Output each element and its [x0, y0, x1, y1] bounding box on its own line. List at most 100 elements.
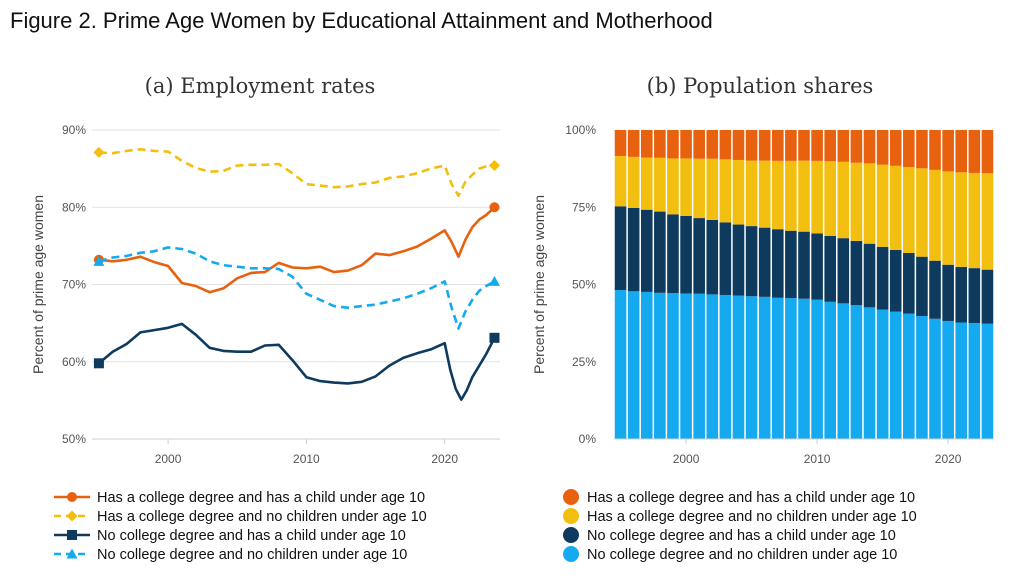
bar-segment-has-a-college-degree-and-has-a-child-under-age-10 [863, 130, 876, 164]
y-axis-label: Percent of prime age women [30, 195, 46, 374]
bar-segment-no-college-degree-and-no-children-under-age-10 [955, 322, 968, 439]
bar-segment-no-college-degree-and-no-children-under-age-10 [680, 293, 692, 439]
bar-segment-no-college-degree-and-has-a-child-under-age-10 [981, 269, 994, 324]
bar-segment-no-college-degree-and-no-children-under-age-10 [654, 292, 666, 439]
bar-segment-has-a-college-degree-and-has-a-child-under-age-10 [614, 130, 627, 156]
x-tick-label: 2010 [804, 452, 831, 466]
bar-segment-no-college-degree-and-no-children-under-age-10 [968, 323, 981, 440]
bar-segment-has-a-college-degree-and-has-a-child-under-age-10 [824, 130, 837, 162]
bar-segment-no-college-degree-and-no-children-under-age-10 [732, 295, 745, 439]
series-line-has-a-college-degree-and-has-a-child-under-age-10 [98, 206, 496, 294]
bar-segment-no-college-degree-and-no-children-under-age-10 [785, 298, 797, 439]
bar-segment-has-a-college-degree-and-has-a-child-under-age-10 [680, 130, 692, 159]
x-tick-label: 2010 [293, 452, 320, 466]
bar-segment-has-a-college-degree-and-no-children-under-age-10 [837, 161, 850, 239]
bar-segment-has-a-college-degree-and-no-children-under-age-10 [732, 159, 745, 225]
bar-segment-has-a-college-degree-and-has-a-child-under-age-10 [837, 130, 850, 162]
bar-segment-has-a-college-degree-and-no-children-under-age-10 [811, 160, 823, 234]
y-tick-label: 70% [62, 278, 86, 292]
bar-segment-has-a-college-degree-and-has-a-child-under-age-10 [798, 130, 810, 161]
bar-segment-no-college-degree-and-no-children-under-age-10 [903, 313, 915, 439]
bar-segment-no-college-degree-and-has-a-child-under-age-10 [850, 240, 863, 306]
legend-marker-diamond [66, 510, 78, 522]
series-end-marker [489, 202, 500, 213]
bar-segment-no-college-degree-and-no-children-under-age-10 [771, 297, 784, 439]
y-tick-label: 25% [572, 355, 596, 369]
bar-segment-has-a-college-degree-and-no-children-under-age-10 [942, 171, 954, 265]
legend-marker-triangle [66, 548, 78, 559]
y-tick-label: 90% [62, 123, 86, 137]
bar-segment-no-college-degree-and-no-children-under-age-10 [627, 291, 640, 439]
bar-segment-has-a-college-degree-and-has-a-child-under-age-10 [758, 130, 771, 161]
bar-segment-has-a-college-degree-and-has-a-child-under-age-10 [732, 130, 745, 160]
y-tick-label: 50% [62, 432, 86, 446]
bar-segment-no-college-degree-and-no-children-under-age-10 [614, 290, 627, 439]
bar-segment-has-a-college-degree-and-no-children-under-age-10 [785, 160, 797, 231]
y-tick-label: 0% [579, 432, 597, 446]
legend-label: Has a college degree and no children und… [97, 509, 427, 525]
legend-swatch [563, 489, 579, 505]
bar-segment-has-a-college-degree-and-has-a-child-under-age-10 [654, 130, 666, 158]
figure-title: Figure 2. Prime Age Women by Educational… [10, 8, 713, 33]
bar-segment-no-college-degree-and-no-children-under-age-10 [706, 294, 719, 439]
bar-segment-no-college-degree-and-no-children-under-age-10 [837, 303, 850, 439]
legend-label: Has a college degree and no children und… [587, 509, 917, 525]
bar-segment-has-a-college-degree-and-no-children-under-age-10 [680, 158, 692, 216]
bar-segment-no-college-degree-and-has-a-child-under-age-10 [876, 246, 889, 310]
bar-segment-no-college-degree-and-no-children-under-age-10 [693, 293, 705, 439]
bar-segment-has-a-college-degree-and-no-children-under-age-10 [758, 160, 771, 228]
bar-segment-has-a-college-degree-and-has-a-child-under-age-10 [771, 130, 784, 161]
bar-segment-no-college-degree-and-has-a-child-under-age-10 [667, 214, 679, 294]
bar-segment-has-a-college-degree-and-no-children-under-age-10 [627, 156, 640, 208]
legend-swatch [563, 508, 579, 524]
bar-segment-has-a-college-degree-and-no-children-under-age-10 [981, 173, 994, 270]
bar-segment-has-a-college-degree-and-no-children-under-age-10 [745, 160, 758, 227]
legend-marker-square [67, 530, 77, 540]
bar-segment-no-college-degree-and-no-children-under-age-10 [876, 309, 889, 439]
bar-segment-no-college-degree-and-no-children-under-age-10 [758, 296, 771, 439]
bar-segment-no-college-degree-and-has-a-child-under-age-10 [785, 230, 797, 299]
bar-segment-has-a-college-degree-and-has-a-child-under-age-10 [916, 130, 928, 169]
legend-label: No college degree and no children under … [587, 547, 897, 563]
bar-segment-no-college-degree-and-has-a-child-under-age-10 [903, 252, 915, 314]
series-line-no-college-degree-and-no-children-under-age-10 [98, 246, 496, 330]
bar-segment-has-a-college-degree-and-has-a-child-under-age-10 [719, 130, 732, 160]
series-end-marker [488, 160, 500, 172]
bar-segment-no-college-degree-and-has-a-child-under-age-10 [771, 229, 784, 298]
panel-b-title: (b) Population shares [647, 74, 874, 98]
bar-segment-has-a-college-degree-and-no-children-under-age-10 [916, 168, 928, 257]
panel-a-title: (a) Employment rates [145, 74, 376, 98]
series-end-marker [489, 332, 500, 343]
y-tick-label: 60% [62, 355, 86, 369]
series-line-has-a-college-degree-and-no-children-under-age-10 [98, 148, 495, 197]
x-tick-label: 2000 [155, 452, 182, 466]
bar-segment-has-a-college-degree-and-has-a-child-under-age-10 [968, 130, 981, 173]
bar-segment-has-a-college-degree-and-has-a-child-under-age-10 [942, 130, 954, 172]
y-tick-label: 80% [62, 200, 86, 214]
x-tick-label: 2000 [673, 452, 700, 466]
series-end-marker [488, 275, 500, 286]
bar-segment-has-a-college-degree-and-has-a-child-under-age-10 [667, 130, 679, 159]
bar-segment-has-a-college-degree-and-no-children-under-age-10 [640, 157, 653, 210]
bar-segment-has-a-college-degree-and-has-a-child-under-age-10 [785, 130, 797, 161]
bar-segment-no-college-degree-and-has-a-child-under-age-10 [614, 206, 627, 291]
bar-segment-has-a-college-degree-and-has-a-child-under-age-10 [706, 130, 719, 159]
bar-segment-no-college-degree-and-no-children-under-age-10 [667, 293, 679, 439]
series-start-marker [93, 255, 105, 266]
bar-segment-no-college-degree-and-no-children-under-age-10 [719, 295, 732, 439]
bar-segment-has-a-college-degree-and-has-a-child-under-age-10 [811, 130, 823, 161]
series-line-no-college-degree-and-has-a-child-under-age-10 [98, 322, 496, 401]
y-tick-label: 100% [565, 123, 596, 137]
bar-segment-no-college-degree-and-no-children-under-age-10 [640, 291, 653, 439]
bar-segment-no-college-degree-and-no-children-under-age-10 [798, 298, 810, 439]
bar-segment-no-college-degree-and-has-a-child-under-age-10 [719, 222, 732, 295]
bar-segment-has-a-college-degree-and-no-children-under-age-10 [824, 161, 837, 236]
bar-segment-no-college-degree-and-has-a-child-under-age-10 [745, 226, 758, 297]
bar-segment-no-college-degree-and-has-a-child-under-age-10 [758, 227, 771, 297]
bar-segment-has-a-college-degree-and-no-children-under-age-10 [955, 172, 968, 267]
bar-segment-no-college-degree-and-has-a-child-under-age-10 [837, 238, 850, 304]
bar-segment-has-a-college-degree-and-has-a-child-under-age-10 [889, 130, 902, 166]
bar-segment-has-a-college-degree-and-has-a-child-under-age-10 [955, 130, 968, 173]
bar-segment-has-a-college-degree-and-no-children-under-age-10 [850, 162, 863, 241]
series-start-marker [93, 358, 104, 369]
